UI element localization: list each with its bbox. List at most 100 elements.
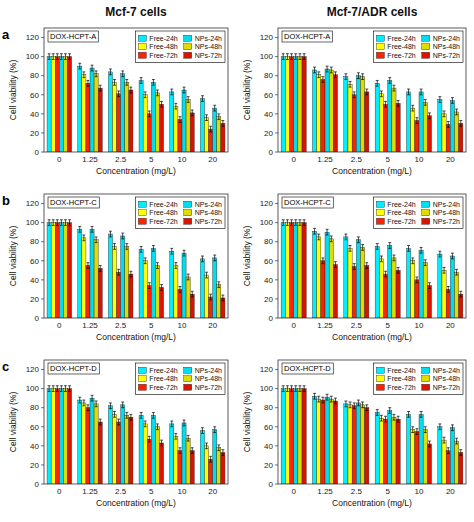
bar: [406, 248, 410, 318]
series: [47, 57, 204, 152]
error-bar: [109, 69, 112, 75]
error-bar: [160, 101, 163, 107]
bar: [396, 419, 400, 484]
legend-label: Free-24h: [387, 35, 416, 42]
y-tick-label: 40: [264, 442, 273, 451]
bar: [112, 414, 116, 484]
legend-swatch: [138, 376, 146, 382]
bar: [47, 223, 51, 318]
x-tick-label: 1.25: [317, 321, 333, 330]
error-bar: [60, 220, 63, 226]
bar: [190, 113, 194, 152]
error-bar: [113, 412, 116, 418]
y-tick: [275, 203, 278, 204]
bar: [51, 389, 55, 484]
error-bar: [140, 412, 143, 418]
legend-label: Free-24h: [387, 367, 416, 374]
error-bar: [183, 250, 186, 256]
error-bar: [117, 91, 120, 97]
x-tick-label: 2.5: [351, 155, 363, 164]
bar: [200, 99, 204, 152]
bar: [209, 459, 213, 484]
bar: [90, 68, 94, 152]
bar: [419, 250, 423, 318]
error-bar: [179, 117, 182, 123]
series: [59, 223, 216, 318]
bar: [289, 57, 293, 152]
y-tick: [275, 152, 278, 153]
legend-item: NPs-48h: [184, 43, 222, 50]
y-tick-label: 40: [264, 110, 273, 119]
legend-label: NPs-72h: [433, 384, 460, 391]
bar: [63, 389, 67, 484]
legend-item: NPs-24h: [184, 35, 222, 42]
bar: [333, 265, 337, 318]
y-tick: [275, 56, 278, 57]
error-bar: [349, 402, 352, 408]
error-bar: [160, 440, 163, 446]
x-tick-label: 1.25: [82, 487, 98, 496]
error-bar: [64, 386, 67, 392]
error-bars: [52, 54, 208, 121]
bar: [361, 77, 365, 152]
error-bar: [125, 80, 128, 86]
x-tick-label: 5: [149, 155, 154, 164]
y-tick-label: 0: [269, 148, 274, 157]
legend-swatch: [138, 52, 146, 58]
bar: [442, 270, 446, 318]
legend-label: NPs-48h: [433, 43, 460, 50]
error-bar: [109, 403, 112, 409]
error-bar: [313, 67, 316, 73]
y-tick-label: 120: [260, 365, 274, 374]
error-bar: [455, 109, 458, 115]
error-bar: [294, 220, 297, 226]
error-bar: [420, 412, 423, 418]
error-bar: [438, 424, 441, 430]
error-bar: [459, 121, 462, 127]
bar: [204, 275, 208, 318]
error-bars: [303, 386, 463, 456]
bar: [375, 83, 379, 152]
legend-label: Free-48h: [149, 209, 178, 216]
y-tick-label: 120: [26, 199, 40, 208]
error-bar: [183, 420, 186, 426]
y-tick-label: 100: [26, 52, 40, 61]
bar: [204, 446, 208, 484]
legend-label: Free-72h: [387, 52, 416, 59]
drug-label: DOX-HCPT-C: [48, 197, 99, 208]
y-tick-label: 120: [260, 199, 274, 208]
error-bar: [179, 287, 182, 293]
bar: [68, 223, 72, 318]
series: [63, 389, 220, 484]
x-tick-label: 10: [415, 321, 424, 330]
series: [302, 389, 463, 484]
x-tick-label: 10: [178, 487, 187, 496]
legend-item: NPs-24h: [184, 367, 222, 374]
error-bar: [99, 419, 102, 425]
y-tick-label: 80: [30, 71, 39, 80]
bar: [419, 92, 423, 152]
bar: [129, 417, 133, 484]
bar: [186, 100, 190, 152]
plot-frame: [278, 28, 466, 152]
error-bar: [60, 386, 63, 392]
series: [289, 57, 450, 152]
bar: [396, 103, 400, 152]
error-bar: [170, 421, 173, 427]
error-bar: [411, 105, 414, 111]
drug-label-box: [48, 363, 99, 374]
legend-label: NPs-24h: [433, 35, 460, 42]
bar: [94, 74, 98, 152]
error-bar: [82, 400, 85, 406]
y-tick-label: 0: [35, 314, 40, 323]
bar: [47, 389, 51, 484]
legend-item: NPs-48h: [184, 209, 222, 216]
drug-label: DOX-HCPT-A: [282, 31, 332, 42]
legend-frame: [373, 363, 463, 395]
bar: [204, 118, 208, 152]
y-axis-label: Cell viability (%): [8, 226, 18, 287]
bar: [59, 57, 63, 152]
y-tick-label: 100: [260, 384, 274, 393]
y-tick: [41, 369, 44, 370]
error-bars: [290, 54, 450, 127]
